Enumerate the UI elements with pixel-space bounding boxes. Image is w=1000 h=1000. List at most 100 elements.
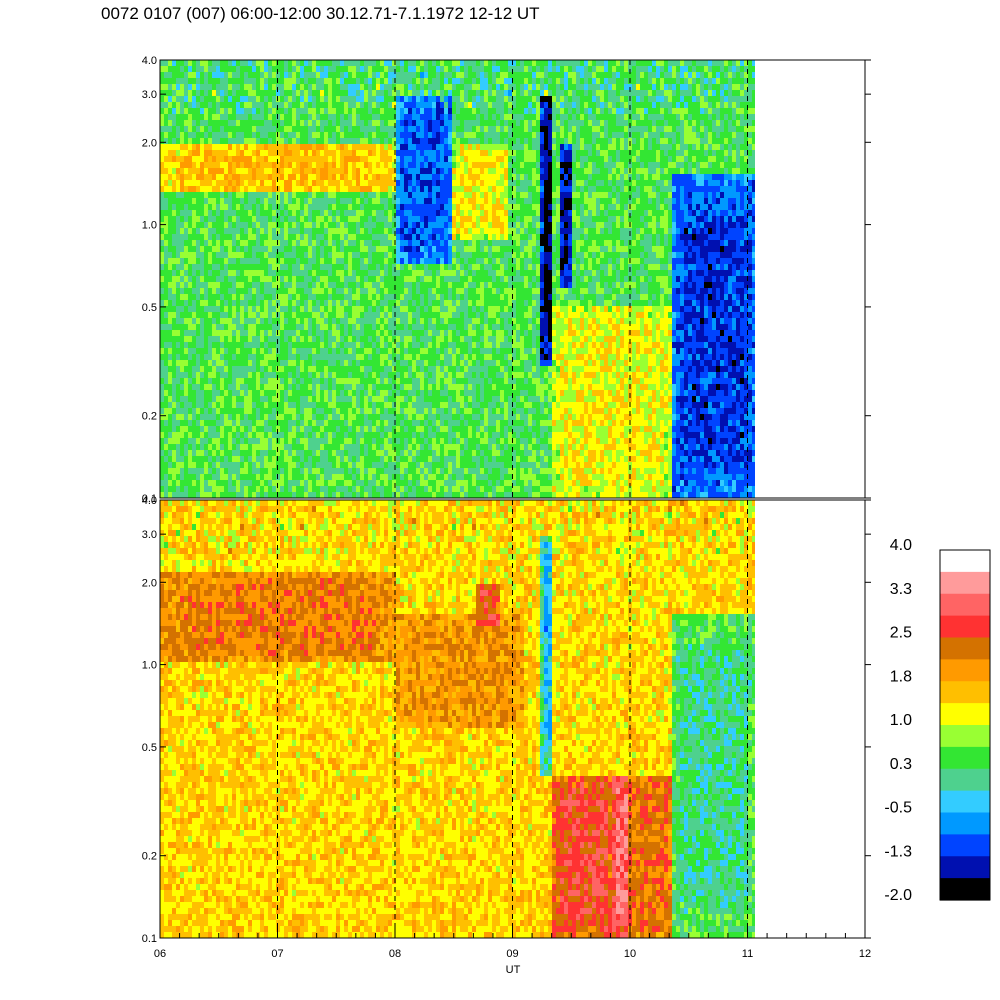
heatmap-cell xyxy=(336,150,341,157)
heatmap-cell xyxy=(208,66,213,73)
heatmap-cell xyxy=(364,372,369,379)
heatmap-cell xyxy=(256,120,261,127)
heatmap-cell xyxy=(336,348,341,355)
heatmap-cell xyxy=(176,324,181,331)
heatmap-cell xyxy=(180,66,185,73)
heatmap-cell xyxy=(380,330,385,337)
heatmap-cell xyxy=(312,72,317,79)
heatmap-cell xyxy=(240,450,245,457)
heatmap-cell xyxy=(312,360,317,367)
heatmap-cell xyxy=(368,408,373,415)
heatmap-cell xyxy=(260,456,265,463)
heatmap-cell xyxy=(416,354,421,361)
heatmap-cell xyxy=(372,378,377,385)
heatmap-cell xyxy=(412,204,417,211)
heatmap-cell xyxy=(288,228,293,235)
heatmap-cell xyxy=(244,150,249,157)
heatmap-cell xyxy=(404,228,409,235)
heatmap-cell xyxy=(212,384,217,391)
heatmap-cell xyxy=(220,306,225,313)
heatmap-cell xyxy=(368,474,373,481)
heatmap-cell xyxy=(216,216,221,223)
heatmap-cell xyxy=(332,324,337,331)
heatmap-cell xyxy=(228,492,233,498)
heatmap-cell xyxy=(292,360,297,367)
heatmap-cell xyxy=(336,432,341,439)
heatmap-cell xyxy=(364,348,369,355)
heatmap-cell xyxy=(184,450,189,457)
heatmap-cell xyxy=(192,72,197,79)
heatmap-cell xyxy=(276,270,281,277)
heatmap-cell xyxy=(360,318,365,325)
heatmap-cell xyxy=(240,348,245,355)
heatmap-cell xyxy=(200,486,205,493)
heatmap-cell xyxy=(388,432,393,439)
heatmap-cell xyxy=(380,132,385,139)
heatmap-cell xyxy=(388,384,393,391)
heatmap-cell xyxy=(324,90,329,97)
heatmap-cell xyxy=(160,318,165,325)
heatmap-cell xyxy=(228,66,233,73)
heatmap-cell xyxy=(232,306,237,313)
heatmap-cell xyxy=(228,108,233,115)
heatmap-cell xyxy=(408,90,413,97)
heatmap-cell xyxy=(200,270,205,277)
heatmap-cell xyxy=(372,102,377,109)
heatmap-cell xyxy=(284,240,289,247)
heatmap-cell xyxy=(256,216,261,223)
heatmap-cell xyxy=(376,444,381,451)
heatmap-cell xyxy=(284,210,289,217)
heatmap-cell xyxy=(220,282,225,289)
heatmap-cell xyxy=(352,222,357,229)
heatmap-cell xyxy=(324,444,329,451)
heatmap-cell xyxy=(232,396,237,403)
heatmap-cell xyxy=(232,258,237,265)
heatmap-cell xyxy=(200,72,205,79)
heatmap-cell xyxy=(160,120,165,127)
heatmap-cell xyxy=(400,246,405,253)
heatmap-cell xyxy=(196,228,201,235)
heatmap-cell xyxy=(168,492,173,498)
heatmap-cell xyxy=(316,72,321,79)
heatmap-cell xyxy=(212,66,217,73)
heatmap-cell xyxy=(424,420,429,427)
heatmap-cell xyxy=(416,96,421,103)
heatmap-cell xyxy=(428,396,433,403)
upper-panel xyxy=(160,60,755,498)
heatmap-cell xyxy=(208,168,213,175)
heatmap-cell xyxy=(428,192,433,199)
heatmap-cell xyxy=(340,360,345,367)
heatmap-cell xyxy=(300,300,305,307)
heatmap-cell xyxy=(392,456,397,463)
heatmap-cell xyxy=(364,186,369,193)
heatmap-cell xyxy=(204,282,209,289)
heatmap-cell xyxy=(364,492,369,498)
heatmap-cell xyxy=(308,276,313,283)
heatmap-cell xyxy=(412,396,417,403)
heatmap-cell xyxy=(332,192,337,199)
heatmap-cell xyxy=(224,468,229,475)
heatmap-cell xyxy=(248,492,253,498)
heatmap-cell xyxy=(412,60,417,67)
heatmap-cell xyxy=(340,318,345,325)
heatmap-cell xyxy=(416,324,421,331)
heatmap-cell xyxy=(416,258,421,265)
heatmap-cell xyxy=(332,378,337,385)
heatmap-cell xyxy=(260,90,265,97)
heatmap-cell xyxy=(160,420,165,427)
heatmap-cell xyxy=(320,426,325,433)
heatmap-cell xyxy=(328,354,333,361)
heatmap-cell xyxy=(416,444,421,451)
heatmap-cell xyxy=(328,366,333,373)
heatmap-cell xyxy=(344,294,349,301)
heatmap-cell xyxy=(404,360,409,367)
heatmap-cell xyxy=(372,318,377,325)
heatmap-cell xyxy=(176,396,181,403)
heatmap-cell xyxy=(184,342,189,349)
heatmap-cell xyxy=(184,438,189,445)
heatmap-cell xyxy=(392,126,397,133)
heatmap-cell xyxy=(208,60,213,67)
heatmap-cell xyxy=(420,186,425,193)
heatmap-cell xyxy=(352,438,357,445)
heatmap-cell xyxy=(372,174,377,181)
